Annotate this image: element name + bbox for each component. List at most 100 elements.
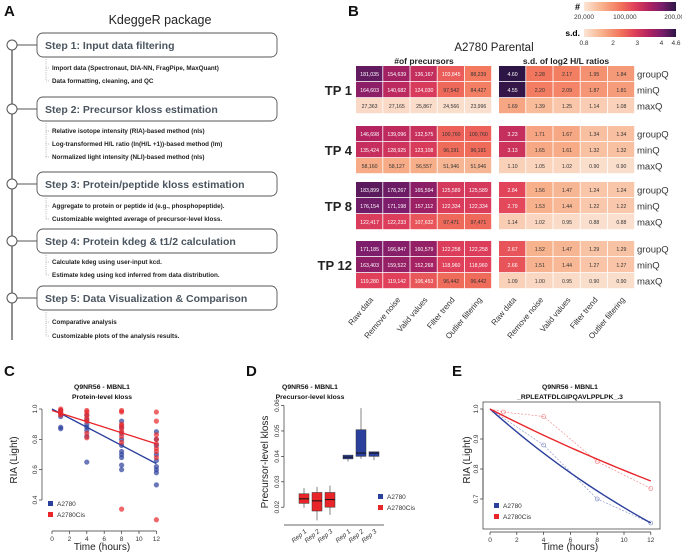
- cell-value: 122,417: [360, 220, 379, 226]
- step-node-icon: [6, 178, 18, 190]
- cell-value: 1.24: [589, 188, 599, 194]
- heatmap-cell-sd: [553, 158, 580, 174]
- cell-value: 96,442: [443, 279, 459, 285]
- heatmap-cell-precursors: [356, 241, 383, 257]
- x-tick-label: Rep 3: [360, 528, 378, 545]
- step-item: Normalized light intensity (NLI)-based m…: [52, 154, 205, 161]
- heatmap-cell-precursors: [383, 198, 410, 214]
- cell-value: 1.00: [535, 279, 545, 285]
- count-legend-tick: 100,000: [613, 14, 637, 21]
- box: [355, 429, 367, 457]
- cell-value: 24,566: [443, 104, 459, 110]
- cell-value: 163,403: [360, 263, 379, 269]
- cell-value: 119,142: [388, 279, 406, 285]
- heatmap-cell-precursors: [464, 241, 492, 257]
- heatmap-cell-sd: [607, 273, 635, 289]
- heatmap-cell-precursors: [356, 273, 383, 289]
- step-node-icon: [6, 292, 18, 304]
- row-label: maxQ: [637, 162, 662, 173]
- data-point: [58, 424, 64, 430]
- legend-label: A2780Cis: [503, 514, 532, 521]
- heatmap-cell-sd: [499, 198, 526, 214]
- cell-value: 1.52: [535, 247, 545, 253]
- cell-value: 1.56: [535, 188, 545, 194]
- heatmap-cell-precursors: [437, 82, 464, 98]
- cell-value: 1.95: [589, 72, 599, 78]
- timepoint-label: TP 8: [325, 199, 352, 214]
- cell-value: 1.32: [616, 148, 626, 154]
- y-tick-label: 0.05: [274, 424, 281, 437]
- cell-value: 1.81: [616, 88, 626, 94]
- panel-d: D Q9NR56 - MBNL1 Precursor-level kloss P…: [246, 363, 416, 545]
- heatmap-cell-sd: [607, 66, 635, 82]
- box: [368, 451, 380, 457]
- cell-value: 135,424: [360, 148, 379, 154]
- heatmap-cell-precursors: [356, 214, 383, 230]
- cell-value: 4.55: [508, 88, 518, 94]
- cell-value: 1.14: [508, 220, 518, 226]
- step-item: Comparative analysis: [52, 319, 117, 326]
- timepoint-label: TP 1: [325, 83, 352, 98]
- step-item: Calculate kdeg using user-input kcd.: [52, 259, 162, 266]
- heatmap-cell-sd: [553, 214, 580, 230]
- step-box: [36, 96, 278, 122]
- step-item: Customizable plots of the analysis resul…: [52, 333, 180, 340]
- heatmap-cell-sd: [499, 142, 526, 158]
- cell-value: 159,522: [387, 263, 406, 269]
- heatmap-cell-precursors: [383, 182, 410, 198]
- heatmap-cell-precursors: [410, 82, 437, 98]
- cell-value: 132,575: [415, 132, 434, 138]
- heatmap-cell-sd: [526, 273, 553, 289]
- heatmap-cell-sd: [553, 198, 580, 214]
- heatmap-cell-sd: [607, 158, 635, 174]
- cell-value: 97,542: [443, 88, 459, 94]
- cell-value: 51,946: [470, 164, 486, 170]
- heatmap-title: A2780 Parental: [454, 42, 533, 54]
- cell-value: 140,682: [387, 88, 406, 94]
- legend-swatch: [378, 505, 383, 510]
- heatmap-cell-sd: [526, 126, 553, 142]
- cell-value: 178,267: [387, 188, 406, 194]
- cell-value: 171,198: [387, 204, 406, 210]
- cell-value: 2.20: [535, 88, 545, 94]
- data-point: [119, 462, 125, 468]
- cell-value: 1.09: [508, 279, 518, 285]
- heatmap-cell-sd: [526, 82, 553, 98]
- sd-legend-tick: 4: [660, 40, 664, 47]
- sd-legend-tick: 4.6: [671, 40, 680, 47]
- heatmap-cell-sd: [580, 273, 607, 289]
- data-point: [84, 435, 90, 441]
- x-tick-label: 12: [153, 536, 161, 543]
- cell-value: 96,191: [443, 148, 459, 154]
- data-point: [648, 520, 654, 526]
- cell-value: 122,258: [442, 247, 461, 253]
- cell-value: 100,760: [442, 132, 461, 138]
- c-ylabel: RIA (Light): [9, 436, 20, 483]
- heatmap-cell-precursors: [410, 198, 437, 214]
- heatmap-cell-precursors: [383, 142, 410, 158]
- e-title: Q9NR56 - MBNL1: [542, 384, 598, 391]
- heatmap-cell-precursors: [437, 98, 464, 114]
- heatmap-cell-sd: [499, 82, 526, 98]
- heatmap-cell-precursors: [356, 142, 383, 158]
- d-subtitle: Precursor-level kloss: [276, 394, 345, 401]
- panel-label-e: E: [452, 363, 462, 380]
- heatmap-cell-sd: [526, 214, 553, 230]
- heatmap-cell-precursors: [410, 98, 437, 114]
- heatmap-cell-precursors: [464, 98, 492, 114]
- heatmap-cell-sd: [499, 158, 526, 174]
- cell-value: 1.47: [562, 188, 572, 194]
- step-title: Step 4: Protein kdeg & t1/2 calculation: [45, 236, 236, 248]
- heatmap-cell-sd: [553, 66, 580, 82]
- cell-value: 25,867: [416, 104, 432, 110]
- cell-value: 96,442: [470, 279, 486, 285]
- cell-value: 1.29: [589, 247, 599, 253]
- cell-value: 2.84: [508, 188, 518, 194]
- y-tick-label: 0.9: [473, 434, 480, 443]
- data-point: [153, 482, 159, 488]
- heatmap-cell-sd: [526, 241, 553, 257]
- row-label: minQ: [637, 146, 660, 157]
- row-label: minQ: [637, 86, 660, 97]
- cell-value: 183,899: [360, 188, 379, 194]
